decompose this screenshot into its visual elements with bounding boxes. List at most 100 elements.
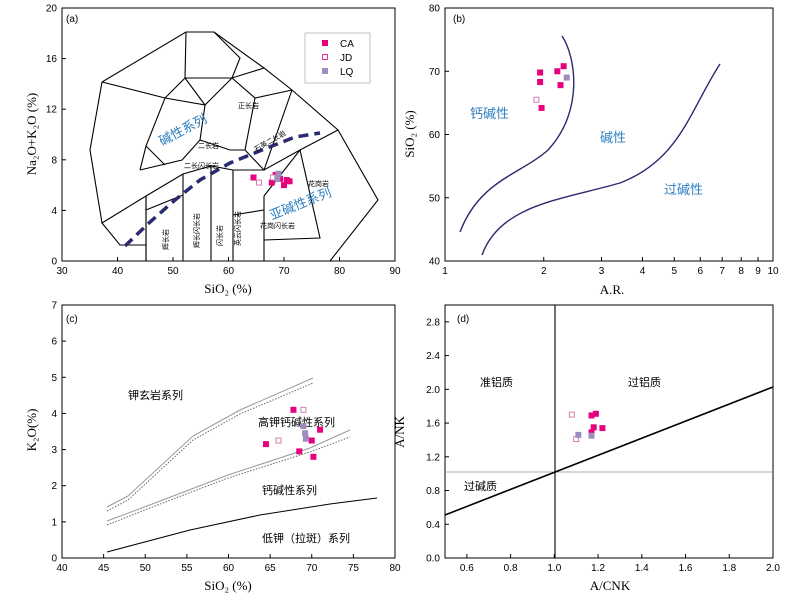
y-tick-label: 20 [46,4,58,15]
data-point-ca [590,424,597,431]
x-tick-label: 1.2 [591,563,605,574]
tas-boundary [101,81,166,99]
legend-label-jd: JD [340,53,352,64]
field-label-gabbrodiorite: 辉长闪长岩 [192,213,201,248]
region-label-alkaline: 碱性 [600,131,626,146]
data-point-ca [250,174,257,181]
y-tick-label: 16 [46,54,58,65]
y-tick-label: 0.8 [426,486,440,497]
calc-alkaline-boundary-curve [459,35,575,233]
panel-d-frame [444,304,774,559]
data-point-lq [275,170,282,177]
panel-b-label: (b) [453,14,465,25]
x-tick-label: 9 [755,266,761,277]
x-tick-label: 8 [738,266,744,277]
tas-boundary [139,139,245,171]
panel-d-ylabel: A/NK [392,416,407,448]
shoshonite-boundary-line [106,377,314,508]
legend-marker-lq [322,68,328,74]
data-point-ca [588,412,595,419]
tas-boundary [184,77,293,106]
data-point-lq [588,432,595,439]
region-label-peralkaline: 过碱性 [664,183,703,198]
y-tick-label: 0 [51,257,57,268]
data-point-jd [568,411,575,418]
panel-a-label: (a) [66,14,78,25]
region-label-lowk-tholeiite: 低钾（拉斑）系列 [262,531,350,545]
y-tick-label: 5 [51,373,57,384]
panel-c-label: (c) [66,314,78,325]
y-tick-label: 1.6 [426,419,440,430]
field-label-granodiorite: 花岗闪长岩 [260,221,295,230]
highk-boundary-dotted [106,436,351,526]
x-tick-label: 1.6 [679,563,693,574]
data-point-ca [317,426,324,433]
panel-b-ylabel: SiO₂ (%) [402,110,417,158]
data-point-ca [588,429,595,436]
y-tick-label: 0 [51,554,57,565]
field-label-gabbro: 辉长岩 [161,229,170,250]
region-label-peralkaline: 过碱质 [464,480,497,493]
data-point-lq [302,430,309,437]
shoshonite-boundary-dotted [106,382,314,512]
panel-c-xlabel: SiO₂ (%) [204,578,252,593]
field-label-diorite: 闪长岩 [215,225,224,246]
data-point-jd [275,437,282,444]
panel-c-points [262,406,324,460]
x-tick-label: 0.8 [504,563,518,574]
data-point-ca [290,406,297,413]
x-tick-label: 80 [389,563,401,574]
data-point-ca [268,179,275,186]
data-point-ca [296,448,303,455]
panel-a-xlabel: SiO₂ (%) [204,281,252,296]
y-tick-label: 8 [51,155,57,166]
data-point-lq [575,431,582,438]
tas-outer-boundary [101,31,379,262]
x-tick-label: 6 [697,266,703,277]
x-tick-label: 4 [640,266,646,277]
panel-d-acnk-ank: (d) 0.6 0.8 1.0 1.2 1.4 1.6 1.8 2.0 0.0 0.4 0.8 1.2… [392,304,780,593]
y-tick-label: 50 [429,193,441,204]
tas-boundary [185,67,265,79]
panel-d-points [568,410,606,443]
data-point-ca [262,441,269,448]
legend-marker-jd [322,54,328,60]
alkaline-peralkaline-boundary-curve [481,63,721,256]
y-tick-label: 12 [46,105,58,116]
x-tick-label: 1 [442,266,448,277]
data-point-lq [300,423,307,430]
data-point-ca [286,178,293,185]
x-tick-label: 0.6 [460,563,474,574]
x-tick-label: 70 [306,563,318,574]
panel-c-ylabel: K₂O(%) [24,409,39,452]
tas-boundary [244,89,293,172]
data-point-lq [563,74,570,81]
x-tick-label: 55 [181,563,193,574]
tas-boundary [263,148,321,241]
field-label-tonalite: 英云闪长岩 [233,211,242,246]
region-label-peraluminous: 过铝质 [628,375,661,389]
legend-label-lq: LQ [340,67,354,78]
field-label-monzonite: 二长岩 [198,141,219,150]
tas-boundary [213,31,241,79]
y-tick-label: 3 [51,445,57,456]
tas-boundary [164,97,206,141]
lowk-boundary-line [106,497,378,553]
x-tick-label: 7 [719,266,725,277]
region-label-highk-calc-alkaline: 高钾钙碱性系列 [258,415,335,429]
legend-marker-ca [322,40,328,46]
x-tick-label: 65 [265,563,277,574]
x-tick-label: 10 [767,266,779,277]
x-tick-label: 40 [56,563,68,574]
field-label-monzodiorite: 二长闪长岩 [184,161,219,170]
tas-boundary [232,209,265,216]
field-label-syenite: 正长岩 [238,101,259,110]
x-tick-label: 70 [278,266,290,277]
tas-left-boundary [89,81,147,224]
data-point-ca [560,63,567,70]
data-point-jd [300,406,307,413]
y-tick-label: 1.2 [426,452,440,463]
